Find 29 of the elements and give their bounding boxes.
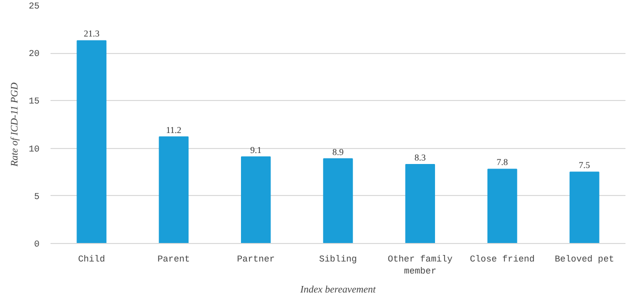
y-axis-title: Rate of ICD-11 PGD <box>10 82 21 168</box>
data-label: 9.1 <box>250 144 262 155</box>
y-tick-label: 5 <box>34 192 40 202</box>
x-tick-label: Close friend <box>470 254 535 264</box>
bar <box>240 156 271 244</box>
x-tick-label: Beloved pet <box>554 254 614 264</box>
bar <box>158 136 189 244</box>
x-tick-label: Child <box>78 254 106 264</box>
bar <box>76 40 106 244</box>
bar <box>487 168 518 244</box>
x-axis-title: Index bereavement <box>299 284 376 296</box>
x-tick-label: Partner <box>236 254 275 264</box>
x-tick-label: Parent <box>158 254 190 264</box>
data-label: 21.3 <box>84 28 100 39</box>
data-label: 8.9 <box>332 146 344 157</box>
data-label: 7.8 <box>496 157 508 168</box>
x-tick-label: Other family member <box>388 254 454 276</box>
y-tick-label: 25 <box>28 2 40 12</box>
bar <box>570 172 600 244</box>
x-tick-label: Sibling <box>319 254 357 264</box>
y-tick-label: 20 <box>28 49 40 60</box>
y-tick-label: 0 <box>34 240 40 250</box>
bar <box>405 164 436 244</box>
y-tick-label: 15 <box>28 96 40 107</box>
data-label: 8.3 <box>414 152 426 162</box>
bar <box>323 158 353 244</box>
data-label: 7.5 <box>578 160 591 170</box>
data-label: 11.2 <box>166 124 182 135</box>
y-tick-label: 10 <box>28 144 40 154</box>
